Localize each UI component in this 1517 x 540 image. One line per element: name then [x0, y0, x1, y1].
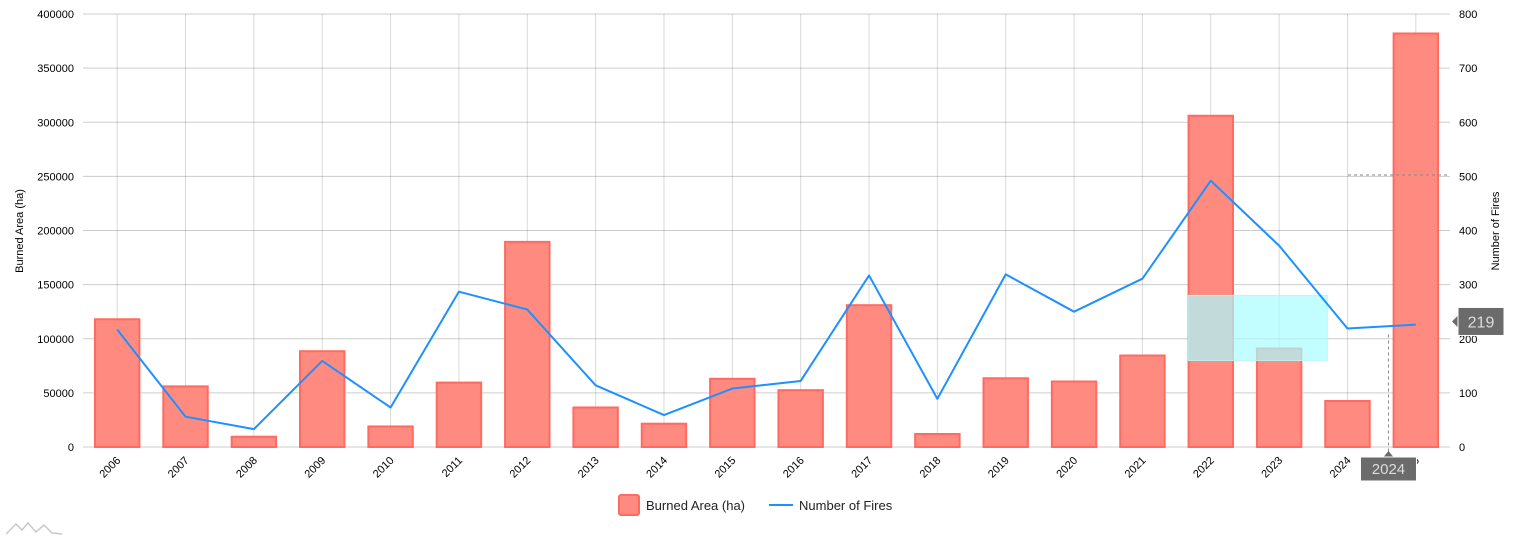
x-axis: 2006 2007 2008 2009 2010 2011 2012 2013 2014 2015… [97, 455, 1421, 481]
x-tooltip-label: 2024 [1372, 461, 1405, 478]
right-tick-label: 500 [1459, 171, 1477, 183]
amcharts-logo-icon[interactable] [6, 520, 62, 536]
right-axis-title: Number of Fires [1490, 191, 1502, 270]
x-tick-label: 2009 [303, 455, 329, 481]
bar-2008 [230, 435, 278, 448]
x-tick-label: 2021 [1123, 455, 1149, 481]
left-axis-title: Burned Area (ha) [14, 189, 26, 273]
bar-2010 [367, 425, 414, 448]
x-tick-label: 2007 [166, 455, 192, 481]
x-tick-label: 2023 [1259, 455, 1285, 481]
legend-line-swatch [769, 504, 794, 506]
legend-label-burned-area: Burned Area (ha) [646, 497, 746, 513]
bar-2014 [640, 422, 688, 449]
legend-bar-swatch [618, 494, 640, 516]
left-tick-label: 300000 [37, 117, 74, 129]
x-tick-label: 2022 [1191, 455, 1217, 481]
bar-2009 [299, 350, 346, 449]
left-tick-label: 150000 [37, 280, 74, 292]
value-tooltip-box [1457, 306, 1505, 336]
bar-2025 [1392, 32, 1440, 449]
bar-2022 [1187, 114, 1234, 448]
x-tick-label: 2019 [986, 455, 1012, 481]
x-tick-label: 2006 [97, 455, 123, 481]
grid [83, 13, 1450, 448]
value-tooltip-label: 219 [1468, 314, 1495, 331]
bar-2023 [1255, 347, 1303, 448]
bar-2018 [914, 433, 961, 449]
left-tick-label: 200000 [37, 226, 74, 238]
right-tick-label: 200 [1459, 334, 1477, 346]
right-tick-label: 0 [1459, 442, 1465, 454]
x-tick-label: 2020 [1054, 455, 1080, 481]
right-tick-label: 100 [1459, 388, 1477, 400]
right-axis: 0 100 200 300 400 500 600 700 800 [1459, 9, 1477, 454]
bar-2015 [709, 377, 756, 448]
left-tick-label: 50000 [43, 388, 74, 400]
right-tick-label: 300 [1459, 280, 1477, 292]
left-tick-label: 0 [68, 442, 74, 454]
x-tick-label: 2018 [918, 455, 944, 481]
left-tick-label: 250000 [37, 171, 74, 183]
bar-2012 [504, 240, 551, 448]
right-tick-label: 700 [1459, 63, 1477, 75]
bar-2024 [1324, 399, 1371, 448]
bar-2011 [435, 381, 483, 448]
x-tooltip-box [1359, 456, 1417, 482]
x-tick-label: 2012 [508, 455, 534, 481]
selection-box [1188, 294, 1328, 361]
legend-label-number-of-fires: Number of Fires [799, 497, 893, 513]
bar-2006 [93, 318, 141, 449]
x-tick-label: 2017 [849, 455, 875, 481]
bar-series [93, 32, 1440, 449]
bar-2019 [982, 377, 1029, 449]
legend-item-burned-area[interactable]: Burned Area (ha) [618, 494, 745, 516]
selection-overlay [1188, 294, 1328, 361]
x-tick-label: 2008 [234, 455, 260, 481]
legend: Burned Area (ha) Number of Fires [618, 491, 892, 519]
fires-line [116, 179, 1416, 431]
left-tick-label: 100000 [37, 334, 74, 346]
x-tick-label: 2024 [1328, 455, 1354, 481]
line-series [116, 179, 1416, 431]
right-tick-label: 600 [1459, 117, 1477, 129]
x-tooltip-pointer [1383, 451, 1394, 457]
bar-2020 [1050, 380, 1098, 449]
x-tick-label: 2010 [371, 455, 397, 481]
right-tick-label: 400 [1459, 226, 1477, 238]
legend-item-number-of-fires[interactable]: Number of Fires [769, 498, 892, 513]
left-axis: 0 50000 100000 150000 200000 250000 300000 3500… [37, 9, 74, 454]
x-tick-label: 2014 [644, 455, 670, 481]
bar-2021 [1119, 354, 1166, 448]
right-tick-label: 800 [1459, 9, 1477, 21]
value-tooltip-pointer [1452, 315, 1458, 328]
bar-2017 [845, 304, 893, 448]
left-tick-label: 350000 [37, 63, 74, 75]
bar-2013 [572, 406, 619, 448]
x-tick-label: 2011 [440, 455, 465, 480]
x-tick-label: 2013 [576, 455, 602, 481]
x-tick-label: 2016 [781, 455, 807, 481]
x-tick-label: 2015 [713, 455, 739, 481]
cursor: 2024 219 [1348, 174, 1505, 482]
left-tick-label: 400000 [37, 9, 74, 21]
bar-2016 [777, 389, 824, 449]
